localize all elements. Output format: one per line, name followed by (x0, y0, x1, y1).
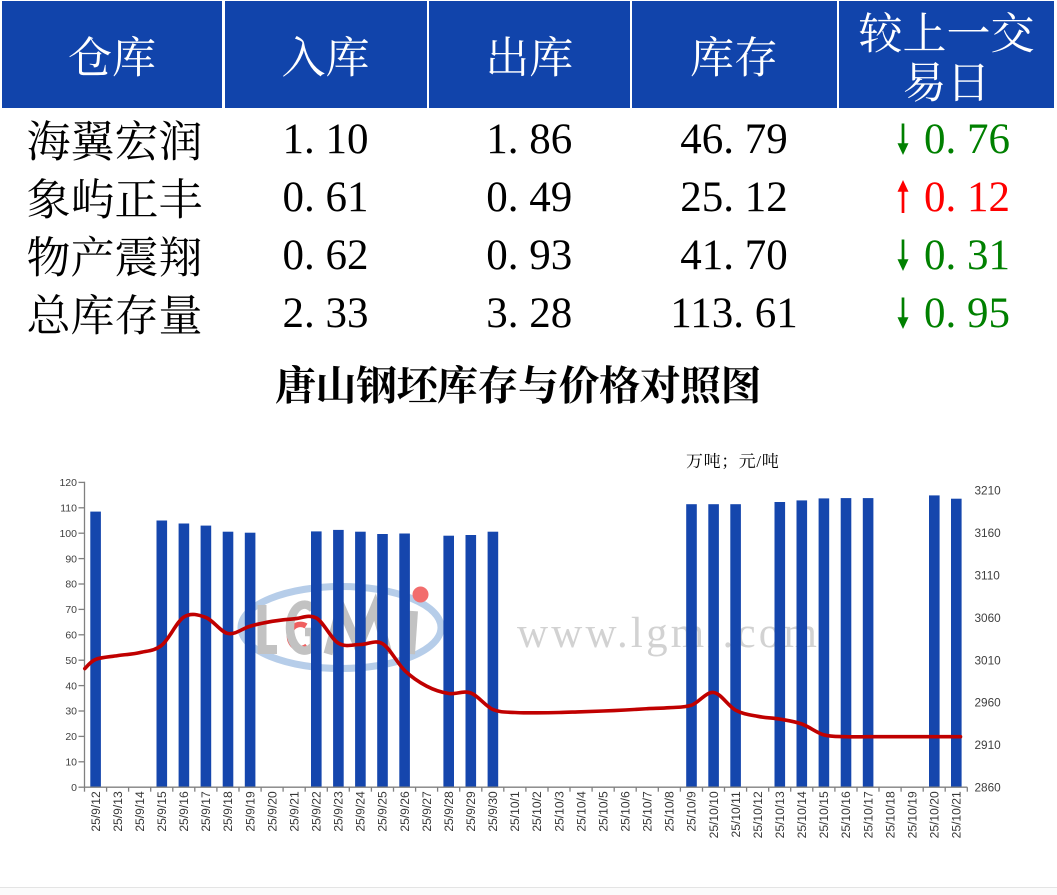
svg-text:25/9/23: 25/9/23 (332, 791, 346, 832)
svg-text:3010: 3010 (975, 653, 1002, 667)
svg-text:25/10/3: 25/10/3 (552, 791, 566, 832)
svg-text:25/10/6: 25/10/6 (619, 791, 633, 832)
svg-text:25/10/15: 25/10/15 (817, 791, 831, 838)
svg-text:25/9/29: 25/9/29 (464, 791, 478, 832)
svg-text:3210: 3210 (975, 484, 1002, 498)
svg-text:25/9/22: 25/9/22 (310, 791, 324, 832)
svg-text:25/9/16: 25/9/16 (177, 791, 191, 832)
svg-text:25/10/7: 25/10/7 (641, 791, 655, 832)
svg-text:60: 60 (65, 630, 77, 642)
svg-text:110: 110 (60, 503, 77, 515)
svg-text:25/10/20: 25/10/20 (928, 791, 942, 838)
svg-text:100: 100 (59, 528, 77, 540)
svg-text:25/9/14: 25/9/14 (133, 791, 147, 832)
svg-text:120: 120 (59, 477, 77, 489)
svg-text:www.lgmi.com: www.lgmi.com (517, 610, 820, 657)
svg-text:25/10/4: 25/10/4 (574, 791, 588, 832)
svg-text:25/9/25: 25/9/25 (376, 791, 390, 832)
svg-text:3160: 3160 (975, 526, 1002, 540)
svg-text:2960: 2960 (975, 696, 1002, 710)
svg-text:25/10/16: 25/10/16 (839, 791, 853, 838)
svg-text:25/9/27: 25/9/27 (420, 791, 434, 832)
svg-text:25/9/21: 25/9/21 (287, 791, 301, 832)
svg-text:10: 10 (65, 757, 77, 769)
svg-text:3060: 3060 (975, 611, 1002, 625)
svg-text:25/10/11: 25/10/11 (729, 791, 743, 837)
svg-text:2910: 2910 (975, 738, 1002, 752)
svg-text:25/10/19: 25/10/19 (905, 791, 919, 838)
svg-text:25/9/13: 25/9/13 (111, 791, 125, 832)
svg-text:25/9/28: 25/9/28 (442, 791, 456, 832)
svg-text:25/10/13: 25/10/13 (773, 791, 787, 838)
svg-text:25/10/10: 25/10/10 (707, 791, 721, 838)
svg-text:25/9/24: 25/9/24 (354, 791, 368, 832)
svg-text:25/9/20: 25/9/20 (265, 791, 279, 832)
svg-text:25/9/26: 25/9/26 (398, 791, 412, 832)
svg-text:90: 90 (65, 553, 77, 565)
svg-text:25/9/12: 25/9/12 (89, 791, 103, 832)
svg-text:40: 40 (65, 680, 77, 692)
svg-text:30: 30 (65, 706, 77, 718)
svg-text:25/10/9: 25/10/9 (685, 791, 699, 832)
svg-text:25/10/18: 25/10/18 (883, 791, 897, 838)
svg-text:25/9/30: 25/9/30 (486, 791, 500, 832)
svg-text:25/10/5: 25/10/5 (596, 791, 610, 832)
svg-text:20: 20 (65, 731, 77, 743)
svg-text:25/10/14: 25/10/14 (795, 791, 809, 838)
svg-text:50: 50 (65, 655, 77, 667)
svg-text:25/10/17: 25/10/17 (861, 791, 875, 838)
svg-text:25/9/17: 25/9/17 (199, 791, 213, 832)
svg-text:25/10/8: 25/10/8 (663, 791, 677, 832)
svg-text:25/9/18: 25/9/18 (221, 791, 235, 832)
svg-text:2860: 2860 (975, 781, 1002, 795)
svg-text:3110: 3110 (975, 568, 1001, 582)
svg-text:25/10/21: 25/10/21 (950, 791, 964, 838)
svg-text:25/10/1: 25/10/1 (508, 791, 522, 832)
svg-text:0: 0 (71, 782, 77, 794)
svg-text:70: 70 (65, 604, 77, 616)
svg-text:25/9/15: 25/9/15 (155, 791, 169, 832)
svg-text:25/9/19: 25/9/19 (243, 791, 257, 832)
svg-text:25/10/2: 25/10/2 (530, 791, 544, 832)
svg-text:80: 80 (65, 579, 77, 591)
svg-text:25/10/12: 25/10/12 (751, 791, 765, 838)
